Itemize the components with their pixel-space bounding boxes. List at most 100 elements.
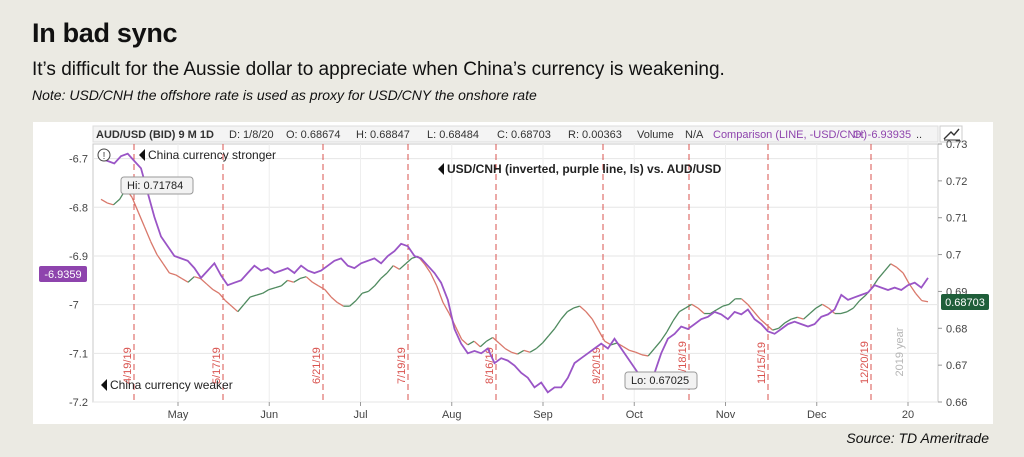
annotation-weaker: China currency weaker	[110, 378, 233, 392]
lo-label-text: Lo: 0.67025	[631, 375, 689, 387]
aud-usd-segment	[778, 322, 786, 329]
aud-usd-segment	[728, 298, 736, 305]
right-tick-label: 0.72	[946, 176, 967, 188]
aud-usd-segment	[312, 281, 319, 287]
arrow-left-icon	[438, 163, 444, 175]
aud-usd-segment	[380, 272, 388, 280]
x-tick-label: 20	[902, 409, 914, 421]
annotation-stronger: China currency stronger	[148, 148, 276, 162]
event-date-label: 12/20/19	[859, 341, 871, 384]
x-tick-label: Jul	[353, 409, 367, 421]
aud-usd-segment	[374, 278, 382, 287]
aud-usd-segment	[921, 300, 929, 303]
aud-usd-segment	[784, 318, 792, 324]
aud-usd-segment	[150, 241, 158, 255]
event-date-label: 9/20/19	[591, 347, 603, 384]
header-volume-value: N/A	[685, 129, 704, 141]
aud-usd-segment	[237, 303, 245, 313]
chart-header: AUD/USD (BID) 9 M 1D D: 1/8/20 O: 0.6867…	[92, 125, 963, 143]
aud-usd-segment	[741, 298, 749, 305]
year-marker: 2019 year	[894, 327, 906, 376]
aud-usd-segment	[653, 340, 662, 349]
aud-usd-segment	[759, 318, 767, 326]
header-volume-label: Volume	[637, 129, 674, 141]
chart-style-icon[interactable]	[939, 125, 963, 143]
aud-usd-segment	[243, 296, 251, 305]
right-tick-label: 0.66	[946, 397, 967, 409]
aud-usd-segment	[206, 283, 214, 291]
aud-usd-segment	[162, 263, 170, 274]
aud-usd-segment	[473, 340, 481, 348]
hi-label-text: Hi: 0.71784	[127, 180, 183, 192]
left-tick-label: -7.2	[69, 397, 88, 409]
aud-usd-segment	[877, 270, 885, 279]
aud-usd-segment	[629, 349, 636, 353]
aud-usd-segment	[330, 296, 338, 303]
left-value-badge: -6.9359	[39, 266, 87, 282]
svg-text:!: !	[103, 151, 106, 162]
aud-usd-segment	[765, 324, 773, 331]
aud-usd-segment	[511, 351, 518, 355]
left-tick-label: -6.9	[69, 251, 88, 263]
aud-usd-segment	[386, 265, 394, 274]
aud-usd-segment	[268, 287, 276, 291]
aud-usd-segment	[355, 292, 363, 302]
aud-usd-segment	[908, 283, 917, 294]
aud-usd-segment	[610, 342, 618, 346]
x-tick-label: Aug	[442, 409, 462, 421]
event-date-label: 5/17/19	[211, 347, 223, 384]
aud-usd-segment	[113, 198, 121, 206]
aud-usd-segment	[678, 307, 686, 313]
lo-label: Lo: 0.67025	[624, 371, 698, 390]
aud-usd-segment	[305, 276, 313, 283]
aud-usd-segment	[915, 292, 923, 302]
aud-usd-segment	[492, 337, 500, 344]
header-open: O: 0.68674	[286, 129, 340, 141]
chart-subtitle: It’s difficult for the Aussie dollar to …	[32, 59, 725, 80]
arrow-left-icon	[139, 149, 145, 161]
aud-usd-segment	[797, 316, 804, 320]
aud-usd-segment	[318, 285, 326, 291]
aud-usd-segment	[100, 198, 108, 204]
event-date-label: 6/21/19	[311, 347, 323, 384]
aud-usd-segment	[809, 307, 817, 315]
header-comparison[interactable]: Comparison (LINE, -USD/CNH)	[713, 129, 867, 141]
left-axis: -6.7 -6.8 -6.9 -7 -7.1 -7.2	[69, 154, 88, 409]
x-axis: May Jun Jul Aug Sep Oct Nov Dec 20	[168, 402, 914, 421]
aud-usd-segment	[753, 311, 761, 320]
aud-usd-segment	[504, 347, 512, 353]
aud-usd-segment	[429, 272, 438, 287]
aud-usd-segment	[573, 305, 580, 309]
aud-usd-segment	[685, 303, 693, 309]
right-axis: 0.730.720.710.70.690.680.670.66	[938, 139, 967, 409]
header-symbol[interactable]: AUD/USD (BID) 9 M 1D	[96, 129, 214, 141]
aud-usd-segment	[517, 349, 525, 355]
arrow-left-icon	[101, 379, 107, 391]
aud-usd-segment	[803, 313, 811, 320]
aud-usd-segment	[852, 300, 861, 309]
event-date-label: 4/19/19	[122, 347, 134, 384]
aud-usd-segment	[367, 285, 376, 292]
info-icon[interactable]: !	[97, 148, 111, 162]
aud-usd-segment	[274, 285, 282, 289]
line-chart: AUD/USD (BID) 9 M 1D D: 1/8/20 O: 0.6867…	[39, 125, 989, 421]
header-comparison-open: O: -6.93935	[853, 129, 911, 141]
aud-usd-segment	[747, 303, 755, 313]
aud-usd-segment	[541, 335, 550, 344]
aud-usd-segment	[137, 211, 146, 228]
x-tick-label: May	[168, 409, 189, 421]
aud-usd-segment	[647, 348, 655, 357]
aud-usd-segment	[336, 301, 344, 307]
right-value-badge: 0.68703	[941, 294, 989, 310]
aud-usd-segment	[535, 342, 543, 350]
aud-usd-segment	[280, 279, 288, 287]
aud-usd-segment	[622, 346, 630, 351]
aud-usd-segment	[529, 347, 537, 353]
header-more[interactable]: ..	[916, 129, 922, 141]
aud-usd-segment	[156, 254, 164, 265]
right-tick-label: 0.71	[946, 213, 967, 225]
aud-usd-segment	[791, 316, 798, 320]
aud-usd-segment	[461, 338, 469, 346]
aud-usd-segment	[554, 318, 562, 329]
aud-usd-segment	[293, 277, 301, 283]
